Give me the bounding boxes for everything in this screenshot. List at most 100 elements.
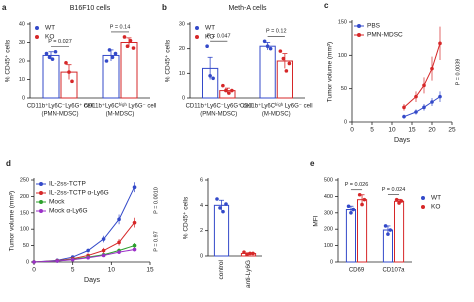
y-axis-label: Tumor volume (mm³) xyxy=(327,42,334,102)
data-point xyxy=(360,202,364,207)
data-point xyxy=(218,206,222,210)
y-tick-label: 6 xyxy=(200,177,203,183)
data-point xyxy=(131,46,136,50)
data-point xyxy=(125,44,130,48)
legend-marker xyxy=(39,200,43,204)
panel-title: B16F10 cells xyxy=(70,5,111,12)
data-point xyxy=(224,88,228,93)
y-tick-label: 100 xyxy=(324,243,333,249)
legend-marker xyxy=(39,209,43,213)
y-axis-label: % CD45⁺ cells xyxy=(5,39,12,82)
x-tick-label: 10 xyxy=(108,267,116,274)
y-tick-label: 200 xyxy=(20,194,29,200)
p-value: P = 0.026 xyxy=(345,182,369,188)
data-point xyxy=(221,209,225,214)
y-tick-label: 50 xyxy=(341,86,347,92)
data-point xyxy=(122,35,127,39)
data-point xyxy=(397,201,401,205)
data-point xyxy=(265,44,270,48)
panel-letter: a xyxy=(2,3,7,12)
p-value: P = 0.027 xyxy=(48,39,72,45)
legend-marker xyxy=(357,33,361,37)
legend-marker xyxy=(421,196,425,200)
y-tick-label: 20 xyxy=(19,58,25,64)
y-axis-label: % CD45⁺ cells xyxy=(183,196,190,239)
data-point xyxy=(32,260,36,264)
data-point xyxy=(104,59,109,63)
data-point xyxy=(230,88,234,93)
data-point xyxy=(422,83,426,88)
data-point xyxy=(215,197,219,201)
data-point xyxy=(399,199,404,203)
p-value: P = 0.12 xyxy=(266,29,287,35)
data-point xyxy=(414,110,418,114)
data-point xyxy=(430,66,434,71)
data-point xyxy=(205,44,209,48)
x-tick-label: CD69 xyxy=(349,268,365,274)
data-point xyxy=(438,94,442,99)
legend-marker xyxy=(35,26,39,30)
y-tick-label: 40 xyxy=(19,21,25,27)
series-line xyxy=(403,96,441,118)
x-tick-label: anti-Ly6G xyxy=(245,260,252,288)
data-point xyxy=(383,224,388,228)
panel-letter: b xyxy=(162,3,167,12)
y-tick-label: 400 xyxy=(324,194,333,200)
legend-label: WT xyxy=(45,25,55,32)
data-point xyxy=(117,250,121,254)
data-point xyxy=(245,252,249,257)
data-point xyxy=(86,248,90,253)
data-point xyxy=(278,49,283,53)
data-point xyxy=(128,38,133,43)
data-point xyxy=(50,57,55,61)
x-tick-label: 25 xyxy=(448,127,456,134)
data-point xyxy=(242,250,246,254)
legend-label: PBS xyxy=(367,23,381,30)
series-line xyxy=(403,43,441,108)
panel-letter: e xyxy=(310,159,315,168)
data-point xyxy=(227,91,231,95)
y-tick-label: 300 xyxy=(324,210,333,216)
data-point xyxy=(224,202,228,206)
data-point xyxy=(110,55,115,60)
p-value: P = 0.047 xyxy=(207,34,231,40)
p-value: P = 0.024 xyxy=(382,187,406,193)
data-point xyxy=(422,105,426,110)
x-tick-label: 20 xyxy=(428,127,436,134)
data-point xyxy=(101,248,106,253)
data-point xyxy=(402,105,406,110)
legend-marker xyxy=(421,205,425,209)
legend-label: IL-2ss-TCTP α-Ly6G xyxy=(49,190,109,197)
x-tick-label: CD11b⁺Ly6Cʰⁱᵍʰ Ly6G⁻ cell xyxy=(84,102,157,110)
data-point xyxy=(117,217,121,222)
x-tick-label: 0 xyxy=(32,267,36,274)
data-point xyxy=(132,220,137,225)
data-point xyxy=(394,197,399,202)
x-axis-label: Days xyxy=(394,137,410,144)
legend-label: KO xyxy=(45,34,54,41)
data-point xyxy=(284,69,289,73)
y-axis-label: MFI xyxy=(313,215,320,226)
panel-title: Meth-A cells xyxy=(228,5,267,12)
legend-marker xyxy=(195,35,199,39)
data-point xyxy=(430,100,434,104)
data-point xyxy=(70,79,74,84)
y-tick-label: 250 xyxy=(20,177,29,183)
data-point xyxy=(117,240,121,245)
data-point xyxy=(53,49,58,54)
bar xyxy=(357,199,368,263)
y-tick-label: 20 xyxy=(179,46,185,52)
legend-label: KO xyxy=(431,204,440,211)
data-point xyxy=(55,259,59,263)
data-point xyxy=(47,55,52,60)
y-tick-label: 0 xyxy=(344,119,347,125)
data-point xyxy=(281,56,286,61)
y-tick-label: 0 xyxy=(330,259,333,265)
panel-letter: c xyxy=(324,1,329,10)
legend-marker xyxy=(195,26,199,30)
y-tick-label: 200 xyxy=(324,227,333,233)
data-point xyxy=(132,185,137,190)
legend-marker xyxy=(357,24,361,28)
x-tick-label: 0 xyxy=(350,127,354,134)
